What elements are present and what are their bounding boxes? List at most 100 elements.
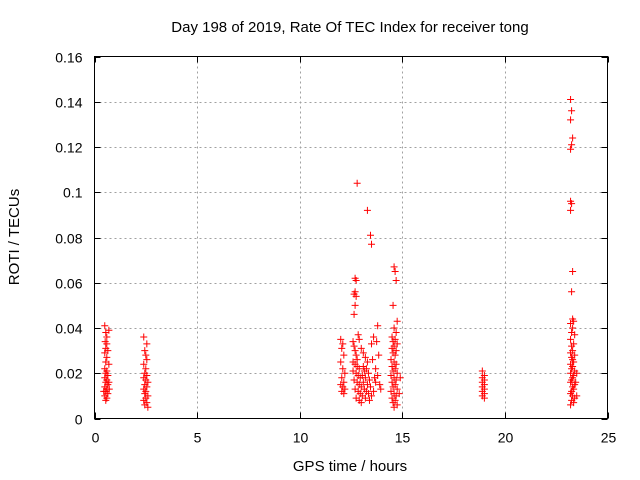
data-point <box>351 301 359 309</box>
data-point <box>567 145 575 153</box>
data-point <box>571 331 579 339</box>
data-point <box>368 240 376 248</box>
data-point <box>105 360 113 368</box>
y-tick-label: 0.16 <box>55 50 82 66</box>
x-tick-label: 5 <box>194 430 202 446</box>
data-point <box>478 367 486 375</box>
data-point <box>355 365 363 373</box>
x-tick-label: 25 <box>601 430 617 446</box>
y-tick-label: 0.14 <box>55 95 82 111</box>
plot-frame <box>94 56 608 419</box>
data-point <box>395 390 403 398</box>
data-point <box>357 344 365 352</box>
data-point <box>567 116 575 124</box>
data-point <box>368 340 376 348</box>
data-point <box>365 396 373 404</box>
y-tick-label: 0.12 <box>55 140 82 156</box>
data-point <box>393 317 401 325</box>
data-point <box>392 329 400 337</box>
data-point <box>391 351 399 359</box>
data-point <box>390 263 398 271</box>
data-point <box>389 301 397 309</box>
data-point <box>567 319 575 327</box>
data-point <box>375 351 383 359</box>
data-point <box>340 351 348 359</box>
data-point <box>339 365 347 373</box>
data-point <box>568 200 576 208</box>
data-point <box>102 396 110 404</box>
data-point <box>372 365 380 373</box>
data-point <box>569 267 577 275</box>
data-point <box>143 356 151 364</box>
data-point <box>572 378 580 386</box>
y-axis-title: ROTI / TECUs <box>6 189 23 285</box>
data-point <box>391 267 399 275</box>
data-point <box>374 322 382 330</box>
y-tick-label: 0.04 <box>55 321 82 337</box>
data-point <box>372 378 380 386</box>
data-point <box>100 387 108 395</box>
data-point <box>389 367 397 375</box>
data-point <box>363 206 371 214</box>
data-point <box>568 141 576 149</box>
data-point <box>567 206 575 214</box>
data-point <box>361 374 369 382</box>
data-point <box>143 340 151 348</box>
data-points <box>100 95 581 411</box>
data-point <box>349 338 357 346</box>
x-axis-title: GPS time / hours <box>293 458 407 475</box>
data-point <box>350 342 358 350</box>
data-point <box>366 383 374 391</box>
data-point <box>357 399 365 407</box>
data-point <box>337 335 345 343</box>
x-tick-label: 15 <box>395 430 411 446</box>
data-point <box>105 385 113 393</box>
data-point <box>568 107 576 115</box>
y-tick-label: 0 <box>75 412 83 428</box>
data-point <box>105 378 113 386</box>
data-point <box>351 347 359 355</box>
data-point <box>141 347 149 355</box>
data-point <box>359 349 367 357</box>
data-point <box>365 376 373 384</box>
data-point <box>370 333 378 341</box>
y-tick-label: 0.06 <box>55 276 82 292</box>
data-point <box>350 310 358 318</box>
data-point <box>355 335 363 343</box>
data-point <box>377 385 385 393</box>
y-tick-label: 0.08 <box>55 231 82 247</box>
data-point <box>573 369 581 377</box>
data-point <box>567 95 575 103</box>
data-point <box>390 324 398 332</box>
y-tick-label: 0.02 <box>55 366 82 382</box>
data-point <box>392 376 400 384</box>
data-point <box>573 392 581 400</box>
data-point <box>371 374 379 382</box>
data-point <box>370 387 378 395</box>
data-point <box>368 392 376 400</box>
data-point <box>352 292 360 300</box>
data-point <box>103 353 111 361</box>
data-point <box>340 390 348 398</box>
data-point <box>103 333 111 341</box>
x-tick-label: 20 <box>498 430 514 446</box>
data-point <box>569 324 577 332</box>
data-point <box>353 179 361 187</box>
data-point <box>390 403 398 411</box>
data-point <box>103 340 111 348</box>
data-point <box>140 333 148 341</box>
data-point <box>105 326 113 334</box>
data-point <box>396 374 404 382</box>
data-point <box>144 403 152 411</box>
data-point <box>392 360 400 368</box>
data-point <box>392 276 400 284</box>
data-point <box>369 356 377 364</box>
data-point <box>389 338 397 346</box>
data-point <box>389 399 397 407</box>
data-point <box>376 381 384 389</box>
data-point <box>338 344 346 352</box>
data-point <box>361 394 369 402</box>
data-point <box>360 367 368 375</box>
data-point <box>389 383 397 391</box>
data-point <box>568 288 576 296</box>
